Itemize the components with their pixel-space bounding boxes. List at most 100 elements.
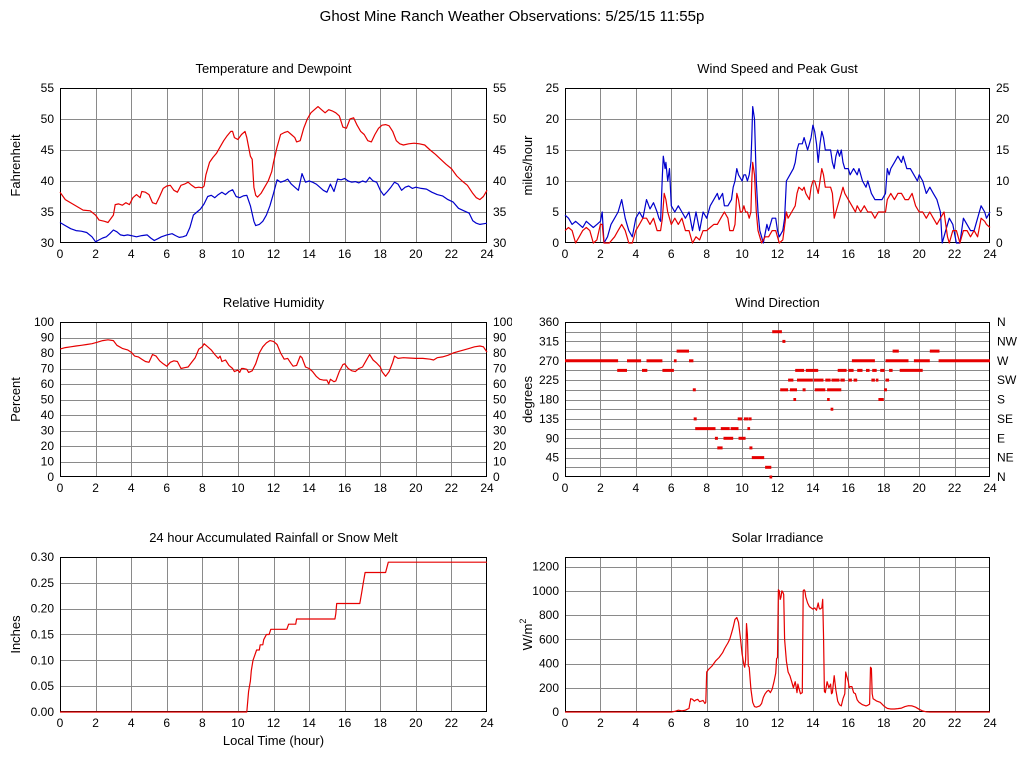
x-tick-label: 14 — [806, 247, 820, 261]
y-tick-label-right: 15 — [996, 143, 1010, 157]
y-tick-label-right: 35 — [493, 205, 507, 219]
y-tick-label: 10 — [546, 174, 560, 188]
axis-frame — [565, 88, 990, 243]
y-tick-label: 0.30 — [31, 550, 55, 564]
y-tick-label: 0 — [47, 470, 54, 484]
x-tick-label: 18 — [877, 481, 891, 495]
x-axis-label: Local Time (hour) — [223, 733, 324, 748]
x-tick-label: 24 — [480, 481, 494, 495]
compass-label: S — [997, 393, 1005, 407]
x-tick-label: 2 — [597, 481, 604, 495]
y-tick-label: 0.20 — [31, 602, 55, 616]
axis-frame — [60, 88, 487, 243]
y-tick-label: 0 — [552, 236, 559, 250]
y-tick-label: 30 — [41, 236, 55, 250]
grid — [60, 322, 487, 477]
x-tick-label: 2 — [92, 716, 99, 730]
x-tick-label: 4 — [632, 716, 639, 730]
x-tick-label: 2 — [597, 247, 604, 261]
grid — [60, 88, 487, 243]
y-tick-label: 270 — [539, 354, 559, 368]
y-tick-label: 0 — [552, 705, 559, 719]
x-tick-label: 12 — [771, 247, 785, 261]
y-tick-label-right: 90 — [493, 331, 507, 345]
y-axis-label: Inches — [8, 615, 23, 654]
x-tick-label: 20 — [912, 247, 926, 261]
y-tick-label-right: 50 — [493, 393, 507, 407]
x-tick-label: 14 — [806, 716, 820, 730]
x-tick-label: 24 — [983, 716, 997, 730]
wind-speed-gust-chart: Wind Speed and Peak Gust 0 0 5 5 10 10 15 15 20 20… — [520, 61, 1010, 261]
x-tick-label: 12 — [267, 247, 281, 261]
x-tick-label: 0 — [562, 247, 569, 261]
y-tick-label: 40 — [41, 174, 55, 188]
x-tick-label: 2 — [92, 481, 99, 495]
x-tick-label: 8 — [199, 481, 206, 495]
y-tick-label: 0.05 — [31, 679, 55, 693]
y-tick-label: 135 — [539, 412, 559, 426]
x-tick-label: 10 — [231, 481, 245, 495]
grid — [565, 88, 990, 243]
compass-label: E — [997, 431, 1005, 445]
y-tick-label: 15 — [546, 143, 560, 157]
x-tick-label: 6 — [668, 716, 675, 730]
y-tick-label-right: 20 — [996, 112, 1010, 126]
y-tick-label: 600 — [539, 632, 559, 646]
y-tick-label: 35 — [41, 205, 55, 219]
y-tick-label: 225 — [539, 373, 559, 387]
x-tick-label: 20 — [912, 481, 926, 495]
compass-label: N — [997, 470, 1006, 484]
chart-title: Relative Humidity — [223, 295, 325, 310]
y-tick-label: 45 — [546, 451, 560, 465]
chart-title: Wind Direction — [735, 295, 820, 310]
y-tick-label: 20 — [546, 112, 560, 126]
x-tick-label: 24 — [480, 716, 494, 730]
x-tick-label: 2 — [92, 247, 99, 261]
axis-frame — [60, 557, 487, 712]
y-axis-label: Fahrenheit — [8, 134, 23, 197]
compass-label: W — [997, 354, 1009, 368]
x-tick-label: 14 — [302, 481, 316, 495]
y-axis-label: miles/hour — [520, 135, 535, 196]
x-tick-label: 12 — [771, 716, 785, 730]
axis-frame — [565, 322, 990, 477]
series-rainfall — [60, 561, 487, 713]
y-tick-label-right: 50 — [493, 112, 507, 126]
compass-label: NE — [997, 451, 1014, 465]
page-title: Ghost Mine Ranch Weather Observations: 5… — [319, 8, 705, 25]
x-tick-label: 4 — [632, 481, 639, 495]
x-tick-label: 20 — [409, 716, 423, 730]
x-tick-label: 8 — [199, 247, 206, 261]
x-tick-label: 14 — [302, 247, 316, 261]
grid — [565, 322, 990, 477]
x-tick-label: 8 — [703, 481, 710, 495]
y-tick-label: 10 — [41, 455, 55, 469]
y-tick-label: 5 — [552, 205, 559, 219]
x-tick-label: 12 — [267, 716, 281, 730]
x-tick-label: 20 — [409, 481, 423, 495]
x-tick-label: 20 — [409, 247, 423, 261]
y-tick-label: 45 — [41, 143, 55, 157]
rainfall-chart: 24 hour Accumulated Rainfall or Snow Mel… — [8, 530, 494, 748]
y-tick-label-right: 10 — [996, 174, 1010, 188]
y-tick-label: 0.15 — [31, 628, 55, 642]
x-tick-label: 10 — [735, 247, 749, 261]
chart-title: Wind Speed and Peak Gust — [697, 61, 858, 76]
x-tick-label: 6 — [163, 247, 170, 261]
x-tick-label: 16 — [338, 481, 352, 495]
compass-label: SE — [997, 412, 1013, 426]
y-tick-label: 400 — [539, 657, 559, 671]
y-tick-label: 50 — [41, 112, 55, 126]
x-tick-label: 12 — [267, 481, 281, 495]
x-tick-label: 22 — [445, 247, 459, 261]
y-tick-label-right: 5 — [996, 205, 1003, 219]
x-tick-label: 2 — [597, 716, 604, 730]
x-tick-label: 18 — [374, 247, 388, 261]
grid — [565, 557, 990, 712]
y-tick-label: 360 — [539, 315, 559, 329]
y-tick-label: 90 — [41, 331, 55, 345]
y-tick-label: 0 — [552, 470, 559, 484]
wind-direction-marks — [565, 330, 990, 479]
